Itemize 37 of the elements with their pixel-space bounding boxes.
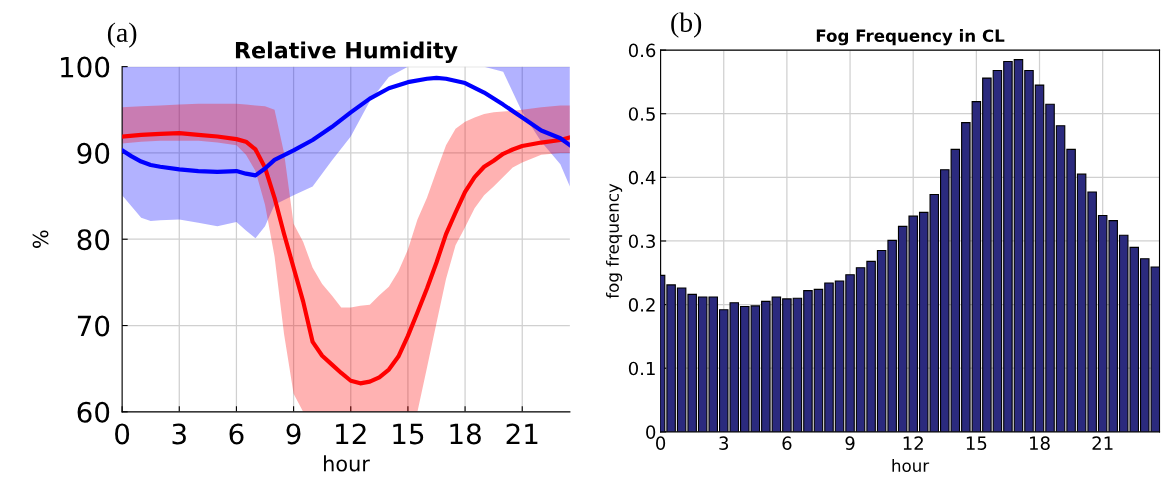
x-axis-title: hour (324, 455, 370, 472)
y-tick-label: 0.5 (628, 107, 655, 121)
y-axis-title: % (32, 230, 49, 248)
x-tick-label: 0 (656, 436, 666, 450)
x-tick-label: 0 (115, 423, 130, 445)
y-tick-label: 80 (77, 229, 110, 251)
x-tick-label: 18 (450, 423, 481, 445)
y-tick-label: 70 (77, 315, 110, 337)
line-series (122, 75, 570, 178)
y-tick-label: 0.3 (628, 234, 655, 249)
x-tick-label: 3 (719, 436, 729, 450)
x-tick-label: 9 (845, 436, 855, 450)
x-tick-label: 9 (286, 423, 301, 445)
text: (a) (107, 22, 137, 48)
y-tick-label: 0.2 (628, 298, 655, 312)
x-tick-label: 3 (172, 423, 186, 445)
x-tick-label: 6 (229, 423, 244, 445)
chart-title: Fog Frequency in CL (816, 29, 1005, 46)
x-tick-label: 12 (903, 436, 923, 450)
y-tick-label: 0.4 (628, 170, 656, 185)
x-tick-label: 6 (782, 436, 792, 450)
x-tick-label: 15 (966, 436, 987, 450)
x-tick-label: 21 (506, 423, 538, 445)
text: (b) (671, 12, 702, 38)
x-tick-label: 12 (336, 423, 366, 445)
x-tick-label: 15 (393, 423, 424, 445)
chart-title: Relative Humidity (235, 41, 458, 64)
y-tick-label: 90 (77, 142, 110, 164)
y-tick-label: 0.1 (628, 361, 655, 376)
y-tick-label: 0.6 (628, 43, 656, 58)
y-axis-title: fog frequency (606, 183, 623, 299)
line-series (122, 130, 570, 386)
x-tick-label: 18 (1030, 436, 1050, 450)
x-axis-title: hour (892, 459, 930, 472)
y-tick-label: 60 (77, 401, 110, 423)
y-tick-label: 100 (61, 56, 110, 78)
x-tick-label: 21 (1092, 436, 1113, 450)
